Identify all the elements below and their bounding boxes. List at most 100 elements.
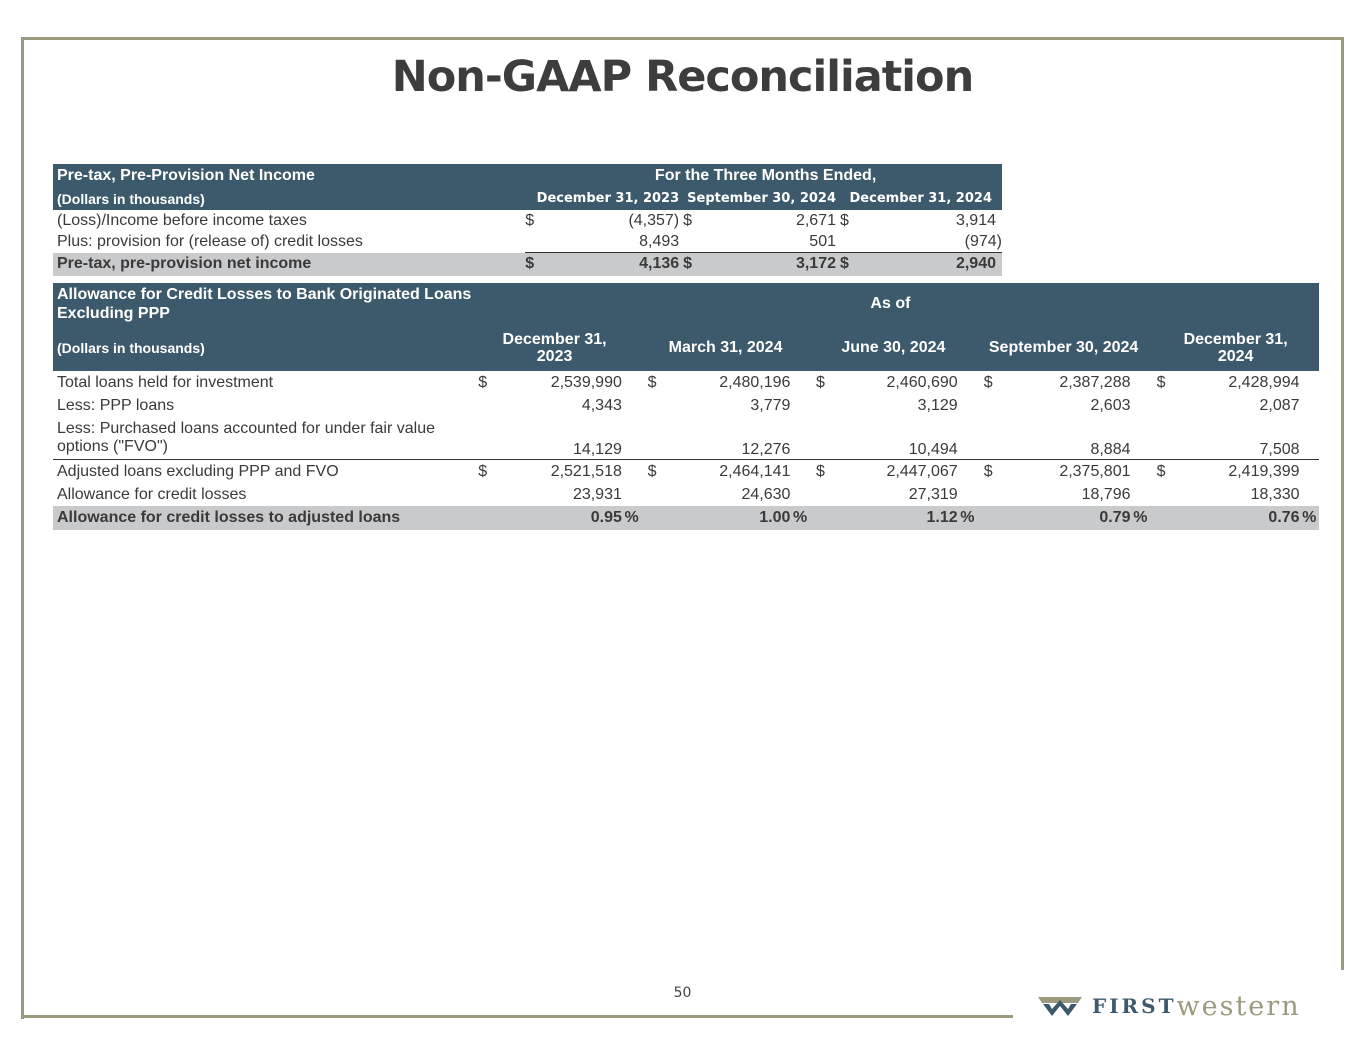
dollar-sign: $ xyxy=(683,211,693,229)
table2-title-row: Allowance for Credit Losses to Bank Orig… xyxy=(53,283,1319,325)
cell-value: 501 xyxy=(697,231,840,253)
row-label: Allowance for credit losses xyxy=(57,485,247,503)
cell-value: 3,129 xyxy=(917,396,958,414)
cell-value: 8,884 xyxy=(996,417,1131,460)
table1-col-header: December 31, 2023 xyxy=(536,191,680,206)
dollar-sign xyxy=(525,231,540,253)
company-logo: FIRST western xyxy=(1038,990,1301,1022)
table2-col-header: September 30, 2024 xyxy=(988,339,1139,356)
dollar-sign: $ xyxy=(1156,462,1166,480)
cell-value: 18,796 xyxy=(1081,485,1131,503)
cell-value: 10,494 xyxy=(828,417,958,460)
logo-text-western: western xyxy=(1176,990,1301,1022)
table-row: Plus: provision for (release of) credit … xyxy=(53,231,1002,253)
cell-value: 2,671 xyxy=(795,211,836,229)
cell-value: 2,460,690 xyxy=(886,373,958,391)
row-label: Pre-tax, pre-provision net income xyxy=(57,255,312,272)
table2-col-header: June 30, 2024 xyxy=(841,339,946,356)
cell-value: 2,940 xyxy=(955,255,996,273)
dollar-sign: $ xyxy=(816,462,825,480)
row-label: Allowance for credit losses to adjusted … xyxy=(57,509,401,526)
table1-title-row: Pre-tax, Pre-Provision Net Income For th… xyxy=(53,164,1002,187)
dollar-sign: $ xyxy=(1156,373,1166,391)
cell-value: 2,447,067 xyxy=(886,462,958,480)
row-label: Adjusted loans excluding PPP and FVO xyxy=(57,462,339,480)
row-label: Less: Purchased loans accounted for unde… xyxy=(53,417,472,460)
row-label: Plus: provision for (release of) credit … xyxy=(57,232,363,250)
cell-value: 7,508 xyxy=(1169,417,1300,460)
table1-group-header: For the Three Months Ended, xyxy=(654,166,877,184)
cell-value: (974) xyxy=(853,231,1002,253)
cell-value: 2,428,994 xyxy=(1228,373,1300,391)
cell-value: 2,539,990 xyxy=(550,373,622,391)
cell-value: 8,493 xyxy=(539,231,684,253)
dollar-sign: $ xyxy=(647,462,657,480)
dollar-sign: $ xyxy=(840,255,849,273)
table2-title: Allowance for Credit Losses to Bank Orig… xyxy=(57,286,472,322)
cell-value: 2,087 xyxy=(1259,396,1300,414)
dollar-sign: $ xyxy=(478,462,488,480)
cell-value: 2,464,141 xyxy=(719,462,791,480)
table1-col-header: December 31, 2024 xyxy=(849,191,992,206)
percent-sign: % xyxy=(624,509,639,526)
cell-value: 1.12 xyxy=(926,509,958,526)
dollar-sign: $ xyxy=(525,255,535,273)
percent-sign: % xyxy=(1133,509,1148,526)
cell-value: 4,136 xyxy=(639,255,680,273)
dollar-sign: $ xyxy=(478,373,488,391)
cell-value: 2,521,518 xyxy=(550,462,622,480)
percent-sign: % xyxy=(792,509,808,526)
frame-right-border xyxy=(1341,37,1344,970)
dollar-sign: $ xyxy=(683,255,693,273)
table2-header-row: (Dollars in thousands) December 31, 2023… xyxy=(53,325,1319,371)
dollar-sign: $ xyxy=(525,211,535,229)
frame-top-border xyxy=(21,37,1344,40)
cell-value: (4,357) xyxy=(628,211,680,229)
cell-value: 2,375,801 xyxy=(1059,462,1131,480)
cell-value: 23,931 xyxy=(572,485,622,503)
cell-value: 2,387,288 xyxy=(1059,373,1131,391)
dollar-sign: $ xyxy=(816,373,825,391)
table-row: Less: PPP loans 4,343 3,779 3,129 2,603 … xyxy=(53,394,1319,417)
page-title: Non-GAAP Reconciliation xyxy=(391,52,974,102)
cell-value: 27,319 xyxy=(908,485,958,503)
cell-value: 18,330 xyxy=(1250,485,1300,503)
dollar-sign: $ xyxy=(983,373,993,391)
table2-col-header: March 31, 2024 xyxy=(668,339,783,356)
dollar-sign: $ xyxy=(983,462,993,480)
pretax-preprovision-table: Pre-tax, Pre-Provision Net Income For th… xyxy=(53,164,1002,276)
allowance-credit-losses-table: Allowance for Credit Losses to Bank Orig… xyxy=(53,283,1319,530)
cell-value: 0.95 xyxy=(590,509,622,526)
table-row-total: Allowance for credit losses to adjusted … xyxy=(53,506,1319,530)
cell-value: 3,779 xyxy=(750,396,791,414)
row-label: (Loss)/Income before income taxes xyxy=(57,211,307,229)
logo-mark-icon xyxy=(1038,997,1082,1016)
frame-left-border xyxy=(21,37,24,1019)
row-label: Total loans held for investment xyxy=(57,373,274,391)
cell-value: 4,343 xyxy=(581,396,622,414)
cell-value: 3,914 xyxy=(955,211,996,229)
cell-value: 0.79 xyxy=(1099,509,1131,526)
table2-units: (Dollars in thousands) xyxy=(57,340,205,356)
cell-value: 2,419,399 xyxy=(1228,462,1300,480)
cell-value: 24,630 xyxy=(741,485,791,503)
table-row: (Loss)/Income before income taxes $ (4,3… xyxy=(53,210,1002,231)
cell-value: 3,172 xyxy=(795,255,836,273)
table1-header-row: (Dollars in thousands) December 31, 2023… xyxy=(53,187,1002,210)
cell-value: 0.76 xyxy=(1268,509,1300,526)
dollar-sign: $ xyxy=(647,373,657,391)
logo-text-first: FIRST xyxy=(1092,994,1177,1018)
percent-sign: % xyxy=(1302,509,1317,526)
page-number: 50 xyxy=(673,985,692,1001)
table-row: Total loans held for investment $ 2,539,… xyxy=(53,371,1319,394)
row-label: Less: PPP loans xyxy=(57,396,175,414)
dollar-sign xyxy=(683,231,698,253)
dollar-sign xyxy=(840,231,854,253)
cell-value: 12,276 xyxy=(660,417,791,460)
percent-sign: % xyxy=(960,509,975,526)
table-row: Allowance for credit losses 23,931 24,63… xyxy=(53,483,1319,506)
table1-title: Pre-tax, Pre-Provision Net Income xyxy=(57,166,315,184)
table2-col-header: December 31, 2023 xyxy=(502,331,607,365)
cell-value: 2,480,196 xyxy=(719,373,791,391)
frame-bottom-border xyxy=(21,1015,1013,1018)
